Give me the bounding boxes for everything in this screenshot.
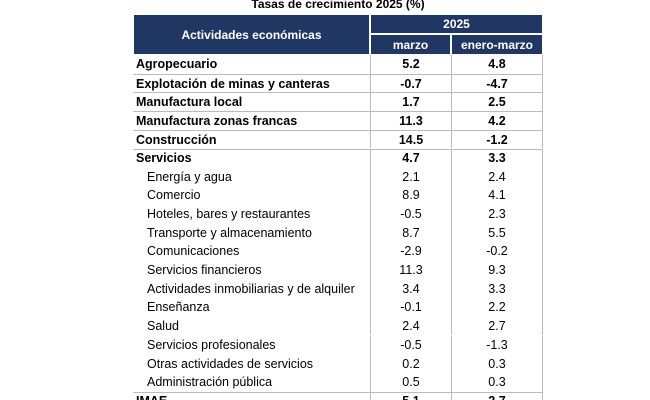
value-enero-marzo: 2.3 — [451, 204, 543, 224]
value-enero-marzo: 2.4 — [451, 167, 543, 186]
table-title: Tasas de crecimiento 2025 (%) — [251, 0, 425, 11]
row-label: Enseñanza — [147, 300, 210, 315]
value-marzo: 8.9 — [370, 185, 451, 205]
value-enero-marzo: 4.8 — [451, 55, 543, 74]
value-enero-marzo: 0.3 — [451, 354, 543, 373]
row-label: Agropecuario — [136, 57, 218, 72]
row-label: Servicios financieros — [147, 263, 262, 278]
value-marzo: 2.1 — [370, 167, 451, 186]
row-label: Construcción — [133, 129, 370, 149]
value-enero-marzo: 4.2 — [451, 111, 543, 130]
value-marzo: 0.5 — [370, 372, 451, 392]
value-enero-marzo: 2.7 — [451, 316, 543, 336]
value-enero-marzo: 3.3 — [451, 279, 543, 299]
value-marzo: -0.1 — [370, 298, 451, 317]
row-label: Salud — [147, 319, 179, 334]
value-enero-marzo: 0.3 — [451, 372, 543, 392]
row-label: Hoteles, bares y restaurantes — [147, 206, 311, 221]
value-marzo: 1.7 — [370, 92, 451, 112]
row-label: Manufactura zonas francas — [133, 111, 370, 130]
value-enero-marzo: 5.5 — [451, 223, 543, 242]
value-enero-marzo: -1.3 — [451, 335, 543, 355]
value-marzo: 11.3 — [370, 111, 451, 130]
value-enero-marzo: 2.2 — [451, 298, 543, 317]
header-activity: Actividades económicas — [133, 14, 370, 55]
value-marzo: 3.4 — [370, 279, 451, 299]
row-label: Servicios profesionales — [147, 337, 276, 352]
value-enero-marzo: -0.2 — [451, 242, 543, 261]
value-marzo: 2.4 — [370, 316, 451, 336]
value-marzo: 14.5 — [370, 129, 451, 149]
value-enero-marzo: 4.1 — [451, 185, 543, 205]
value-enero-marzo: 2.7 — [451, 391, 543, 400]
value-marzo: -0.5 — [370, 335, 451, 355]
value-marzo: 8.7 — [370, 223, 451, 242]
value-enero-marzo: 9.3 — [451, 260, 543, 280]
row-label: Administración pública — [147, 375, 273, 390]
row-label: IMAE — [133, 391, 370, 400]
value-marzo: -0.7 — [370, 73, 451, 93]
row-label: Otras actividades de servicios — [147, 356, 314, 371]
value-marzo: 4.7 — [370, 148, 451, 168]
row-label: Comunicaciones — [147, 244, 240, 259]
value-enero-marzo: -1.2 — [451, 129, 543, 149]
value-marzo: 11.3 — [370, 260, 451, 280]
row-label: Servicios — [133, 148, 370, 168]
row-label: Actividades inmobiliarias y de alquiler — [147, 281, 355, 296]
row-label: Transporte y almacenamiento — [147, 225, 312, 240]
value-enero-marzo: 2.5 — [451, 92, 543, 112]
value-enero-marzo: -4.7 — [451, 73, 543, 93]
row-label: Manufactura local — [133, 92, 370, 111]
header-col2: enero-marzo — [451, 34, 543, 55]
row-label: Energía y agua — [147, 169, 232, 184]
value-marzo: -0.5 — [370, 204, 451, 224]
header-col1: marzo — [370, 34, 451, 55]
value-marzo: 5.2 — [370, 55, 451, 74]
value-enero-marzo: 3.3 — [451, 148, 543, 168]
row-label: Comercio — [147, 188, 201, 203]
header-year: 2025 — [370, 14, 543, 34]
value-marzo: 0.2 — [370, 354, 451, 373]
value-marzo: -2.9 — [370, 242, 451, 261]
row-label: Explotación de minas y canteras — [133, 73, 370, 93]
value-marzo: 5.1 — [370, 391, 451, 400]
